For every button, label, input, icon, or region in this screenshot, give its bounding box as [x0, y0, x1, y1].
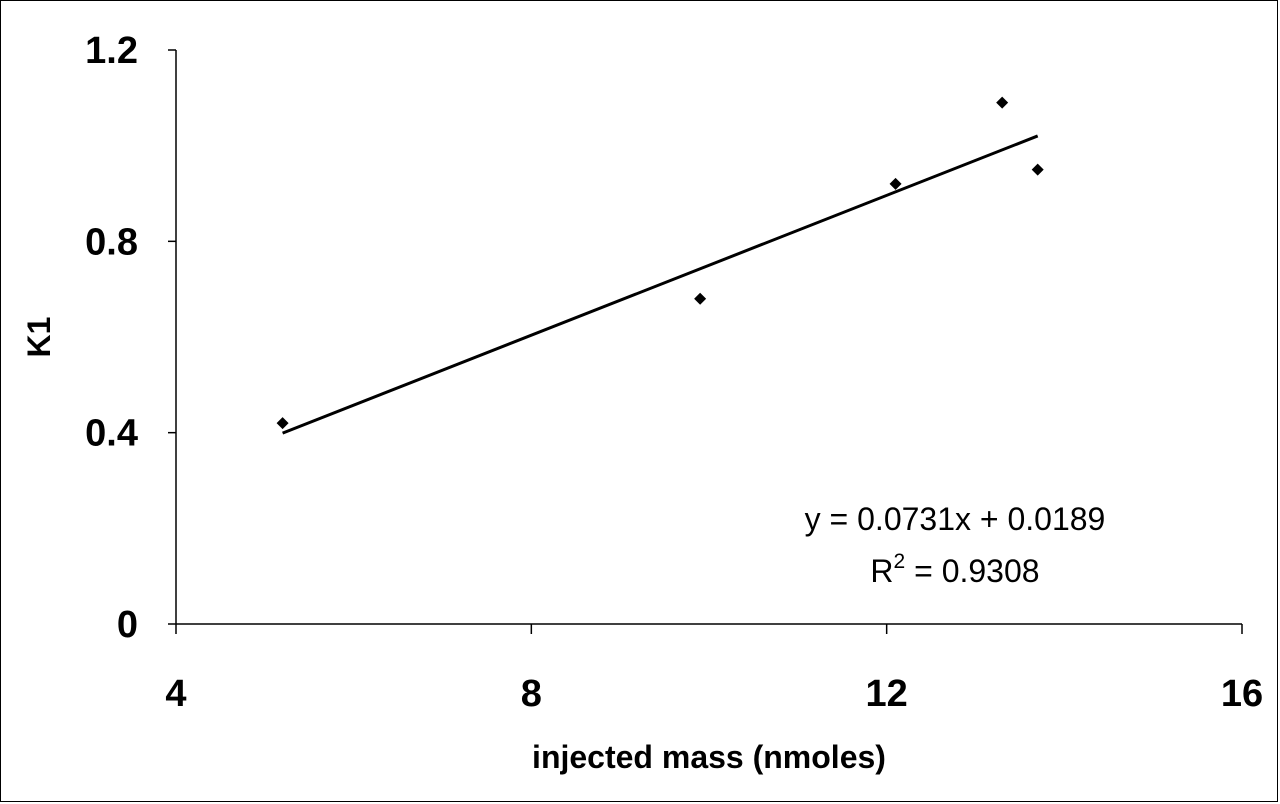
data-point — [889, 177, 902, 190]
x-tick-label: 12 — [866, 673, 908, 715]
r-squared-label: R2 = 0.9308 — [870, 550, 1039, 589]
r-squared-exponent: 2 — [894, 550, 906, 573]
data-point — [996, 96, 1009, 109]
x-tick-label: 16 — [1221, 673, 1263, 715]
y-tick-label: 0 — [117, 604, 138, 646]
x-tick-label: 8 — [521, 673, 542, 715]
axes — [175, 50, 1242, 625]
trendline-group — [282, 134, 1039, 435]
y-axis-title: K1 — [21, 317, 57, 358]
ticks: 0 0.4 0.8 1.2 4 8 12 16 — [85, 30, 1263, 715]
r-squared-value: = 0.9308 — [905, 553, 1039, 589]
x-axis-title: injected mass (nmoles) — [532, 739, 886, 775]
data-point — [1031, 163, 1044, 176]
data-point — [276, 417, 289, 430]
data-point — [694, 292, 707, 305]
trendline — [282, 134, 1039, 435]
x-tick-label: 4 — [165, 673, 186, 715]
y-tick-label: 0.8 — [85, 221, 138, 263]
y-tick-label: 0.4 — [85, 413, 138, 455]
data-points — [276, 96, 1044, 430]
regression-equation: y = 0.0731x + 0.0189 — [805, 501, 1106, 537]
r-squared-prefix: R — [870, 553, 893, 589]
y-tick-label: 1.2 — [85, 30, 138, 72]
